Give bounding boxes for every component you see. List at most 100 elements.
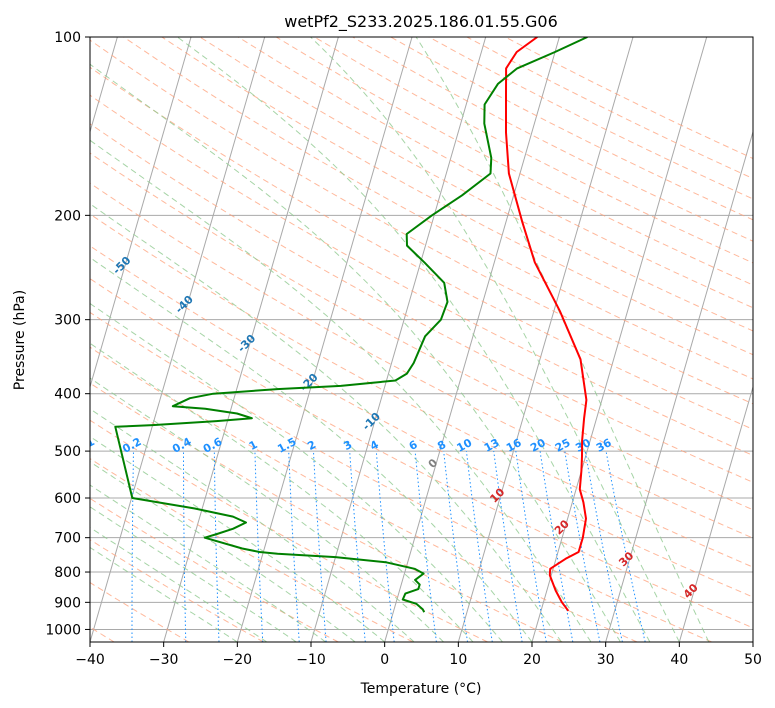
moist-adiabat-line (90, 203, 562, 642)
mixing-ratio-label: 25 (553, 436, 573, 455)
mixing-ratio-label: 0.2 (120, 435, 143, 456)
moist-adiabat-line (90, 342, 474, 642)
moist-adiabat-line (90, 139, 592, 642)
dry-adiabat-label: -30 (235, 332, 258, 355)
dry-adiabat-line (275, 37, 753, 286)
mixing-ratio-label: 10 (455, 436, 475, 455)
moist-adiabat-line (90, 408, 415, 642)
mixing-ratio-line (443, 451, 468, 642)
moist-adiabat-label: 0 (426, 456, 441, 471)
x-tick-label: 50 (744, 652, 762, 668)
mixing-ratio-line (564, 451, 601, 642)
isotherm-line (90, 37, 266, 642)
isotherm-line (752, 640, 753, 642)
dry-adiabat-line (90, 123, 753, 483)
dry-adiabat-line (90, 539, 264, 642)
moist-adiabat-label: 30 (616, 549, 636, 569)
mixing-ratio-label: 0.1 (73, 435, 96, 456)
mixing-ratio-line (465, 451, 493, 642)
moist-adiabat-line (90, 526, 268, 642)
dry-adiabat-line (90, 458, 414, 642)
dry-adiabat-line (199, 37, 753, 332)
mixing-ratio-line (349, 451, 366, 642)
dry-adiabat-line (90, 346, 638, 642)
mixing-ratio-line (605, 451, 646, 642)
x-tick-label: 40 (670, 652, 688, 668)
y-tick-label: 400 (54, 387, 81, 403)
y-tick-label: 800 (54, 565, 81, 581)
y-tick-label: 1000 (45, 622, 81, 638)
mixing-ratio-line (131, 451, 134, 642)
plot-frame (89, 36, 754, 643)
y-tick-label: 900 (54, 595, 81, 611)
profile-lines (114, 37, 588, 613)
x-tick-label: 0 (380, 652, 389, 668)
mixing-ratio-label: 0.6 (201, 435, 225, 456)
background-labels: 0.10.20.40.611.52346810131620253036-100-… (0, 176, 701, 602)
dry-adiabat-line (90, 213, 753, 568)
mixing-ratio-label: 1.5 (275, 435, 298, 456)
moist-adiabat-line (90, 63, 621, 642)
y-tick-label: 300 (54, 313, 81, 329)
mixing-ratio-line (82, 451, 87, 642)
moist-adiabat-line (415, 37, 710, 642)
chart-title: wetPf2_S233.2025.186.01.55.G06 (284, 12, 558, 32)
moist-adiabat-line (90, 484, 326, 642)
isotherm-line (163, 37, 339, 642)
x-axis-label: Temperature (°C) (360, 681, 482, 697)
dry-adiabat-line (352, 37, 753, 242)
y-tick-label: 600 (54, 491, 81, 507)
moist-adiabat-line (310, 37, 680, 642)
y-axis-ticks: 100 200 300 400 500 600 700 800 900 1000 (45, 30, 90, 638)
mixing-ratio-label: 16 (504, 436, 524, 455)
dry-adiabat-line (90, 581, 190, 642)
dry-adiabat-label: -40 (173, 293, 196, 316)
dry-adiabat-line (90, 278, 753, 629)
y-tick-label: 700 (54, 531, 81, 547)
dry-adiabat-label: -10 (360, 410, 383, 433)
mixing-ratio-line (213, 451, 220, 642)
temperature-profile-line (505, 37, 588, 612)
dry-adiabat-line (90, 39, 753, 405)
mixing-ratio-line (515, 451, 547, 642)
isotherm-line (384, 37, 560, 642)
moist-adiabat-line (90, 256, 533, 642)
x-tick-label: 30 (597, 652, 615, 668)
moist-adiabat-line (90, 461, 356, 642)
dry-adiabat-line (90, 497, 339, 642)
mixing-ratio-label: 0.4 (170, 435, 194, 456)
isotherm-line (531, 37, 708, 642)
mixing-ratio-line (313, 451, 327, 642)
x-tick-label: 10 (449, 652, 467, 668)
x-tick-label: −40 (75, 652, 105, 668)
moist-adiabat-line (90, 302, 503, 642)
isotherm-line (90, 37, 192, 389)
dry-adiabat-line (390, 37, 753, 221)
mixing-ratio-line (414, 451, 437, 642)
x-tick-label: 20 (523, 652, 541, 668)
isotherm-line (236, 37, 413, 642)
dewpoint-profile-line (114, 37, 588, 613)
dry-adiabat-label: -70 (0, 176, 9, 199)
x-axis-ticks: −40 −30 −20 −10 0 10 20 30 40 50 (75, 642, 762, 668)
moist-adiabat-line (90, 506, 297, 642)
dry-adiabat-line (466, 37, 753, 180)
dry-adiabat-line (90, 245, 753, 598)
dry-adiabat-line (90, 311, 712, 642)
moist-adiabat-line (90, 377, 444, 642)
background-lines (82, 37, 753, 642)
y-axis-label: Pressure (hPa) (12, 290, 28, 390)
mixing-ratio-line (375, 451, 395, 642)
mixing-ratio-label: 36 (594, 436, 614, 455)
isotherm-line (605, 129, 753, 642)
dry-adiabat-line (237, 37, 753, 309)
dry-adiabat-line (90, 94, 753, 457)
y-tick-label: 100 (54, 30, 81, 46)
y-tick-label: 500 (54, 444, 81, 460)
mixing-ratio-line (493, 451, 523, 642)
mixing-ratio-line (584, 451, 623, 642)
x-tick-label: −10 (296, 652, 326, 668)
dry-adiabat-label: -20 (297, 371, 320, 394)
